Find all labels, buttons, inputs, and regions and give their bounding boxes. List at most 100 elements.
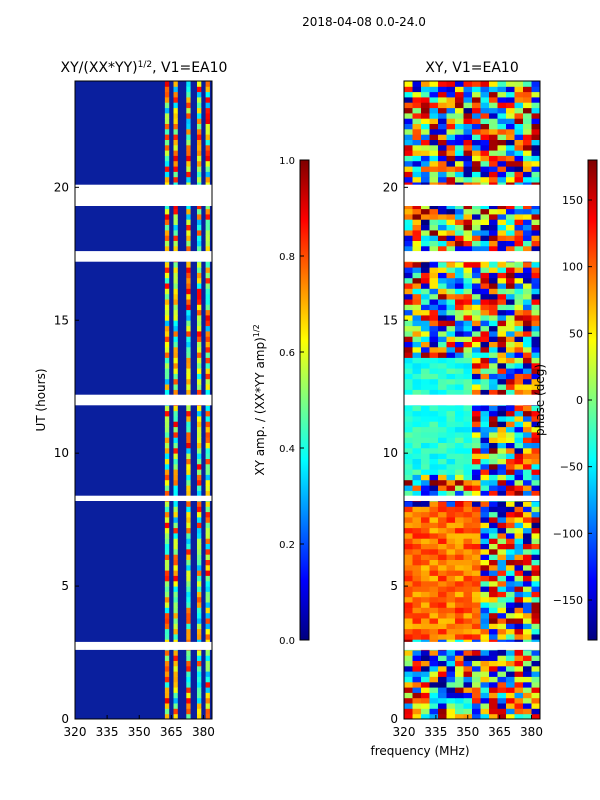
heatmap-cell (197, 447, 202, 454)
heatmap-cell (489, 240, 498, 247)
heatmap-cell (480, 240, 490, 247)
heatmap-cell (446, 240, 456, 247)
heatmap-cell (446, 171, 456, 178)
heatmap-cell (480, 681, 490, 688)
heatmap-cell (489, 665, 498, 672)
heatmap-cell (186, 591, 191, 598)
heatmap-cell (463, 437, 473, 443)
heatmap-cell (531, 612, 540, 619)
heatmap-cell (421, 655, 430, 661)
heatmap-cell (173, 208, 178, 215)
heatmap-cell (455, 453, 464, 459)
heatmap-cell (404, 501, 413, 507)
heatmap-cell (421, 261, 430, 268)
heatmap-cell (446, 612, 456, 619)
heatmap-cell (489, 208, 498, 215)
heatmap-cell (463, 431, 473, 438)
heatmap-cell (497, 283, 507, 289)
heatmap-cell (404, 144, 413, 151)
heatmap-cell (429, 405, 439, 412)
heatmap-cell (514, 320, 524, 327)
heatmap-cell (497, 171, 507, 178)
heatmap-cell (506, 458, 515, 465)
heatmap-cell (429, 118, 439, 124)
heatmap-cell (205, 171, 210, 178)
heatmap-cell (480, 320, 490, 327)
y-tick-label: 0 (61, 712, 69, 726)
heatmap-cell (173, 703, 178, 709)
heatmap-cell (421, 128, 430, 135)
heatmap-cell (186, 426, 191, 433)
heatmap-cell (455, 708, 464, 715)
heatmap-cell (455, 293, 464, 300)
heatmap-cell (173, 628, 178, 635)
heatmap-cell (429, 485, 439, 491)
heatmap-cell (463, 426, 473, 433)
heatmap-cell (186, 532, 191, 539)
heatmap-cell (472, 554, 481, 560)
heatmap-cell (514, 405, 524, 412)
heatmap-cell (489, 421, 498, 428)
heatmap-cell (480, 160, 490, 167)
heatmap-cell (523, 272, 532, 279)
heatmap-cell (489, 559, 498, 566)
heatmap-cell (455, 362, 464, 369)
heatmap-cell (446, 134, 456, 140)
heatmap-cell (480, 235, 490, 241)
heatmap-cell (421, 564, 430, 571)
heatmap-cell (506, 548, 515, 555)
heatmap-cell (463, 474, 473, 481)
heatmap-cell (164, 612, 170, 619)
heatmap-cell (164, 81, 170, 87)
colorbar-tick-label: −150 (553, 594, 583, 607)
heatmap-cell (173, 426, 178, 433)
heatmap-cell (438, 596, 447, 603)
heatmap-cell (205, 665, 210, 672)
heatmap-cell (429, 538, 439, 544)
heatmap-cell (523, 431, 532, 438)
heatmap-cell (438, 633, 447, 640)
heatmap-cell (438, 229, 447, 236)
heatmap-cell (446, 336, 456, 342)
heatmap-cell (480, 602, 490, 608)
heatmap-cell (472, 426, 481, 433)
heatmap-cell (421, 570, 430, 576)
heatmap-cell (463, 283, 473, 289)
heatmap-cell (472, 687, 481, 693)
heatmap-cell (164, 261, 170, 268)
heatmap-cell (514, 389, 524, 396)
heatmap-cell (404, 681, 413, 688)
heatmap-cell (480, 490, 490, 497)
heatmap-cell (438, 479, 447, 486)
heatmap-cell (438, 426, 447, 433)
heatmap-cell (164, 485, 170, 491)
heatmap-cell (197, 559, 202, 566)
heatmap-cell (205, 474, 210, 481)
heatmap-cell (421, 437, 430, 443)
heatmap-cell (506, 144, 515, 151)
flagged-time-gap (404, 495, 540, 501)
heatmap-cell (205, 203, 210, 210)
heatmap-cell (506, 96, 515, 103)
heatmap-cell (164, 272, 170, 279)
heatmap-cell (164, 309, 170, 316)
heatmap-cell (197, 118, 202, 124)
heatmap-cell (404, 596, 413, 603)
heatmap-cell (197, 633, 202, 640)
heatmap-cell (429, 102, 439, 109)
heatmap-cell (531, 91, 540, 98)
heatmap-cell (514, 623, 524, 630)
heatmap-cell (506, 415, 515, 422)
heatmap-cell (186, 681, 191, 688)
heatmap-cell (489, 341, 498, 348)
heatmap-cell (446, 628, 456, 635)
heatmap-cell (205, 575, 210, 582)
heatmap-cell (186, 229, 191, 236)
heatmap-cell (446, 373, 456, 380)
heatmap-cell (438, 490, 447, 497)
heatmap-cell (506, 171, 515, 178)
heatmap-cell (472, 474, 481, 481)
heatmap-cell (506, 213, 515, 220)
heatmap-cell (412, 171, 422, 178)
